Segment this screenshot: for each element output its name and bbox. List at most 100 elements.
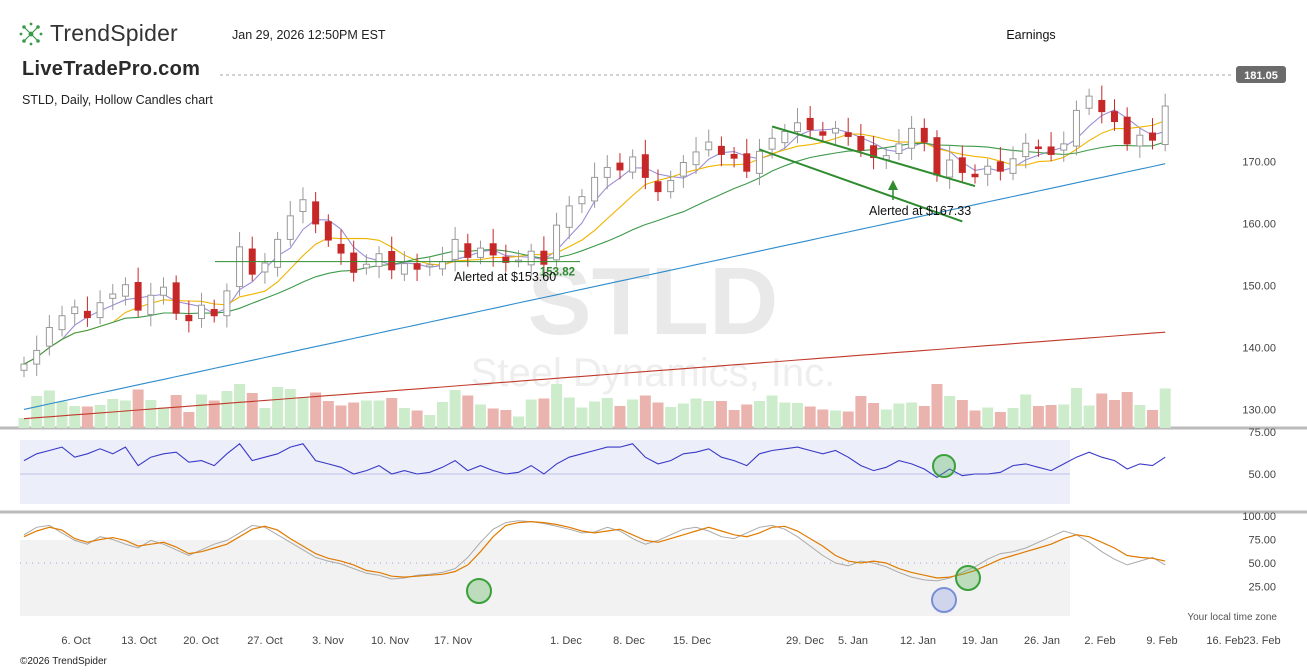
stoch-tick-label: 75.00 [1248, 535, 1276, 547]
volume-bar [208, 400, 220, 428]
candle-body [388, 251, 396, 271]
brand-name: TrendSpider [50, 20, 178, 46]
candle-body [705, 141, 713, 151]
date-tick-label: 6. Oct [61, 635, 90, 647]
volume-bar [728, 410, 740, 428]
volume-bar [170, 395, 182, 428]
channel-upper-line [771, 125, 976, 188]
stoch-signal-circle-blue [931, 587, 957, 613]
volume-bar [18, 418, 30, 428]
date-tick-label: 12. Jan [900, 635, 936, 647]
candle-body [553, 224, 561, 261]
date-tick-label: 5. Jan [838, 635, 868, 647]
volume-bar [944, 396, 956, 428]
volume-bar [449, 390, 461, 428]
candle-body [971, 173, 979, 178]
price-tick-label: 150.00 [1242, 280, 1276, 292]
volume-bar [284, 389, 296, 428]
candle-body [692, 151, 700, 166]
volume-bar [589, 401, 601, 428]
volume-bar [741, 404, 753, 428]
candle-body [730, 153, 738, 159]
candle-body [616, 162, 624, 171]
volume-bar [817, 409, 829, 428]
candle-body [679, 161, 687, 177]
candle-body [857, 135, 865, 151]
price-tick-label: 140.00 [1242, 342, 1276, 354]
candle-body [1098, 99, 1106, 113]
candle-body [337, 243, 345, 254]
volume-bar [500, 410, 512, 428]
candle-body [768, 137, 776, 150]
volume-bar [842, 411, 854, 428]
volume-bar [119, 400, 131, 428]
candle-body [819, 131, 827, 136]
candle-body [946, 159, 954, 178]
candle-body [629, 156, 637, 173]
volume-bar [1032, 406, 1044, 428]
candle-body [806, 117, 814, 131]
volume-bar [107, 399, 119, 428]
volume-bar [436, 402, 448, 428]
volume-bar [474, 404, 486, 428]
volume-bar [196, 394, 208, 428]
date-tick-label: 15. Dec [673, 635, 711, 647]
date-tick-label: 8. Dec [613, 635, 645, 647]
candle-body [1060, 143, 1068, 151]
candle-body [781, 130, 789, 144]
candle-body [565, 205, 573, 228]
last-price-badge [1236, 66, 1286, 83]
volume-bar [424, 415, 436, 428]
candle-body [578, 196, 586, 205]
candle-body [159, 286, 167, 296]
date-tick-label: 29. Dec [786, 635, 824, 647]
volume-bar [982, 407, 994, 428]
volume-bar [779, 402, 791, 428]
stoch-tick-label: 25.00 [1248, 582, 1276, 594]
volume-bar [1083, 405, 1095, 428]
candle-body [476, 247, 484, 258]
price-tick-label: 160.00 [1242, 218, 1276, 230]
alert-1-label: Alerted at $153.60 [454, 270, 556, 284]
volume-bar [1134, 405, 1146, 428]
volume-bar [234, 384, 246, 428]
rsi-band [20, 440, 1070, 504]
volume-bar [1058, 404, 1070, 428]
volume-bar [56, 401, 68, 428]
volume-bar [639, 395, 651, 428]
volume-bar [601, 398, 613, 428]
date-tick-label: 13. Oct [121, 635, 156, 647]
candle-body [109, 293, 117, 299]
volume-bar [906, 402, 918, 428]
date-tick-label: 27. Oct [247, 635, 282, 647]
volume-bar [703, 401, 715, 428]
sma-200-line [23, 331, 1166, 420]
volume-bar [81, 406, 93, 428]
date-tick-label: 3. Nov [312, 635, 344, 647]
candle-body [236, 246, 244, 288]
volume-bar [157, 407, 169, 428]
volume-bar [132, 389, 144, 428]
candle-body [1022, 142, 1030, 158]
date-tick-label: 9. Feb [1146, 635, 1177, 647]
price-tick-label: 130.00 [1242, 404, 1276, 416]
candle-body [920, 127, 928, 143]
volume-bar [880, 409, 892, 428]
volume-bar [94, 405, 106, 428]
volume-bar [272, 387, 284, 428]
candle-body [413, 263, 421, 270]
candle-body [958, 157, 966, 173]
volume-bar [830, 410, 842, 428]
date-tick-label: 19. Jan [962, 635, 998, 647]
volume-bar [538, 398, 550, 428]
candle-body [324, 221, 332, 241]
volume-bar [690, 398, 702, 428]
volume-bar [398, 408, 410, 428]
company-watermark: Steel Dynamics, Inc. [471, 351, 836, 395]
stoch-k-line [23, 520, 1166, 579]
rsi-signal-circle [932, 454, 956, 478]
volume-bar [183, 412, 195, 428]
candle-body [502, 256, 510, 263]
volume-bar [69, 406, 81, 428]
